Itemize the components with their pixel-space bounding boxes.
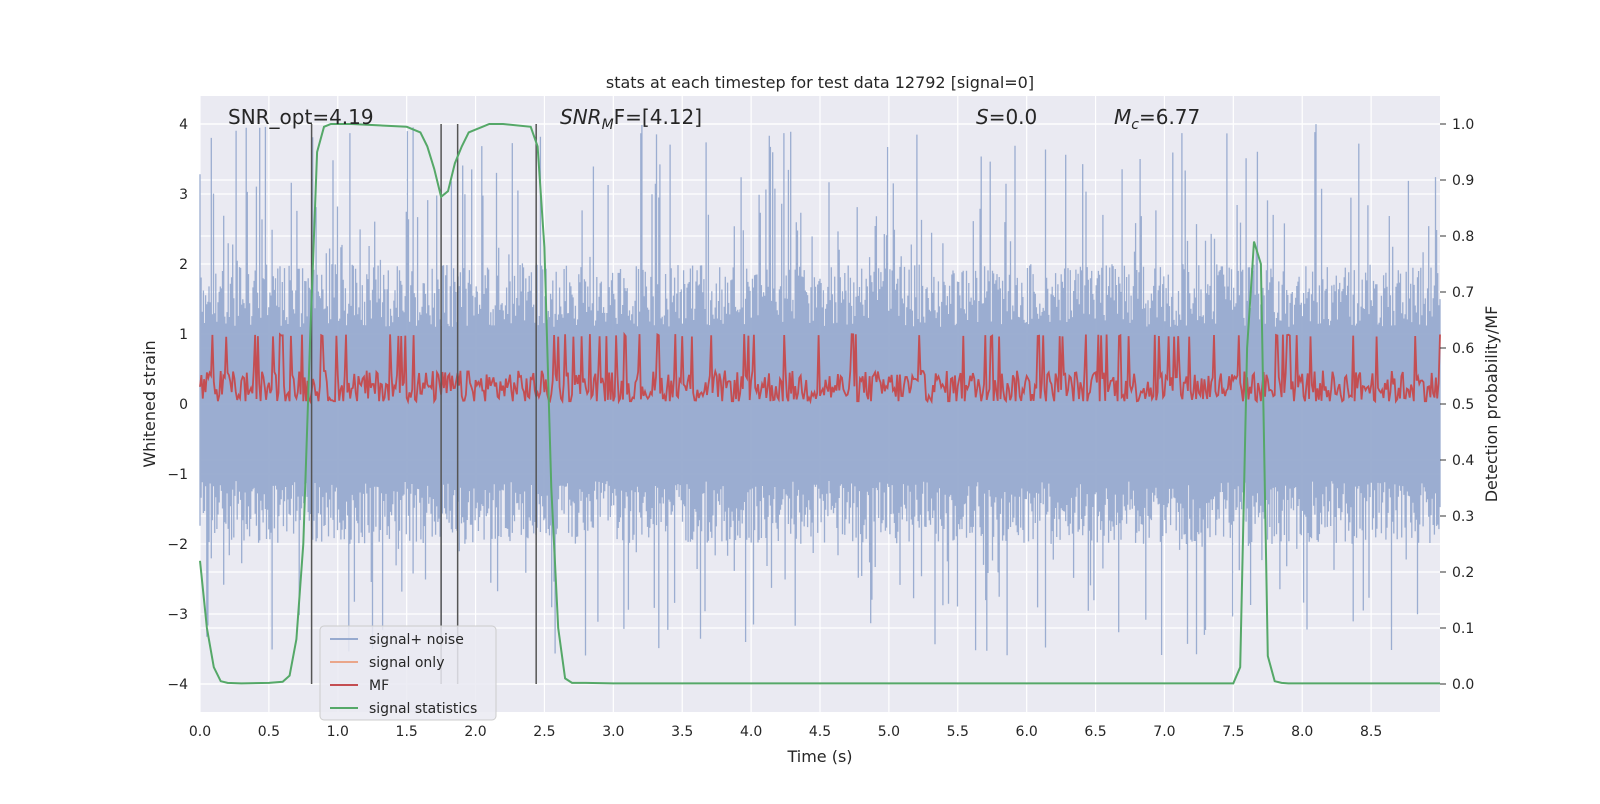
annotation-snr-mf-rest: F=[4.12] [614, 105, 702, 129]
annotation-mc-sub: c [1131, 117, 1139, 133]
legend-label-signal-statistics: signal statistics [369, 701, 477, 717]
y-right-tick-label: 0.1 [1452, 621, 1474, 637]
x-tick-label: 4.0 [740, 724, 762, 740]
x-tick-label: 7.5 [1222, 724, 1244, 740]
y-right-tick-label: 0.5 [1452, 397, 1474, 413]
y-left-tick-label: −4 [167, 677, 188, 693]
y-right-tick-label: 0.2 [1452, 565, 1474, 581]
x-axis-label: Time (s) [786, 747, 852, 766]
annotation-snr-mf-base: SNR [560, 105, 602, 129]
annotation-mc-rest: =6.77 [1139, 105, 1200, 129]
annotation-snr-mf: SNRMF=[4.12] [560, 105, 702, 133]
x-tick-label: 5.5 [947, 724, 969, 740]
axes: 0.0 0.5 1.0 1.5 2.0 2.5 3.0 3.5 4.0 4.5 5.0 5.5 6.0 6… [167, 117, 1474, 740]
y-left-tick-label: 4 [179, 117, 188, 133]
annotation-s: S=0.0 [976, 105, 1037, 129]
annotation-s-rest: =0.0 [989, 105, 1038, 129]
series-signal-statistics [199, 123, 1440, 685]
y-right-tick-label: 0.4 [1452, 453, 1474, 469]
x-tick-label: 6.5 [1084, 724, 1106, 740]
x-tick-label: 5.0 [878, 724, 900, 740]
data-layer [199, 123, 1441, 685]
annotation-mc: Mc=6.77 [1114, 105, 1200, 133]
x-tick-label: 1.5 [396, 724, 418, 740]
y-left-tick-label: −2 [167, 537, 188, 553]
legend: signal+ noise signal only MF signal stat… [319, 625, 497, 721]
annotation-mc-base: M [1114, 105, 1131, 129]
y-left-tick-label: 1 [179, 327, 188, 343]
y-right-tick-label: 0.7 [1452, 285, 1474, 301]
x-tick-label: 2.0 [464, 724, 486, 740]
x-tick-label: 2.5 [533, 724, 555, 740]
series-mf [199, 331, 1441, 405]
x-tick-label: 8.0 [1291, 724, 1313, 740]
chart-title: stats at each timestep for test data 127… [606, 73, 1034, 92]
x-tick-label: 3.0 [602, 724, 624, 740]
x-tick-label: 3.5 [671, 724, 693, 740]
y-left-tick-label: 0 [179, 397, 188, 413]
legend-label-signal-noise: signal+ noise [369, 632, 464, 648]
y-right-tick-label: 0.3 [1452, 509, 1474, 525]
x-tick-label: 1.0 [327, 724, 349, 740]
x-tick-label: 4.5 [809, 724, 831, 740]
y-left-tick-label: −3 [167, 607, 188, 623]
y-left-tick-label: 2 [179, 257, 188, 273]
legend-label-mf: MF [369, 678, 389, 694]
annotation-snr-opt: SNR_opt=4.19 [228, 105, 374, 129]
y-axis-label-right: Detection probability/MF [1482, 306, 1501, 503]
y-right-tick-label: 0.8 [1452, 229, 1474, 245]
y-left-tick-label: 3 [179, 187, 188, 203]
legend-box [319, 625, 497, 721]
y-right-tick-label: 0.6 [1452, 341, 1474, 357]
annotation-s-base: S [976, 105, 989, 129]
y-axis-label-left: Whitened strain [140, 340, 159, 467]
x-tick-label: 8.5 [1360, 724, 1382, 740]
y-left-tick-label: −1 [167, 467, 188, 483]
x-tick-label: 7.0 [1153, 724, 1175, 740]
y-right-tick-label: 0.9 [1452, 173, 1474, 189]
x-tick-label: 0.0 [189, 724, 211, 740]
x-tick-label: 0.5 [258, 724, 280, 740]
y-right-tick-label: 0.0 [1452, 677, 1474, 693]
annotation-snr-mf-sub: M [602, 117, 614, 133]
y-right-tick-label: 1.0 [1452, 117, 1474, 133]
legend-label-signal-only: signal only [369, 655, 444, 671]
x-tick-label: 6.0 [1016, 724, 1038, 740]
